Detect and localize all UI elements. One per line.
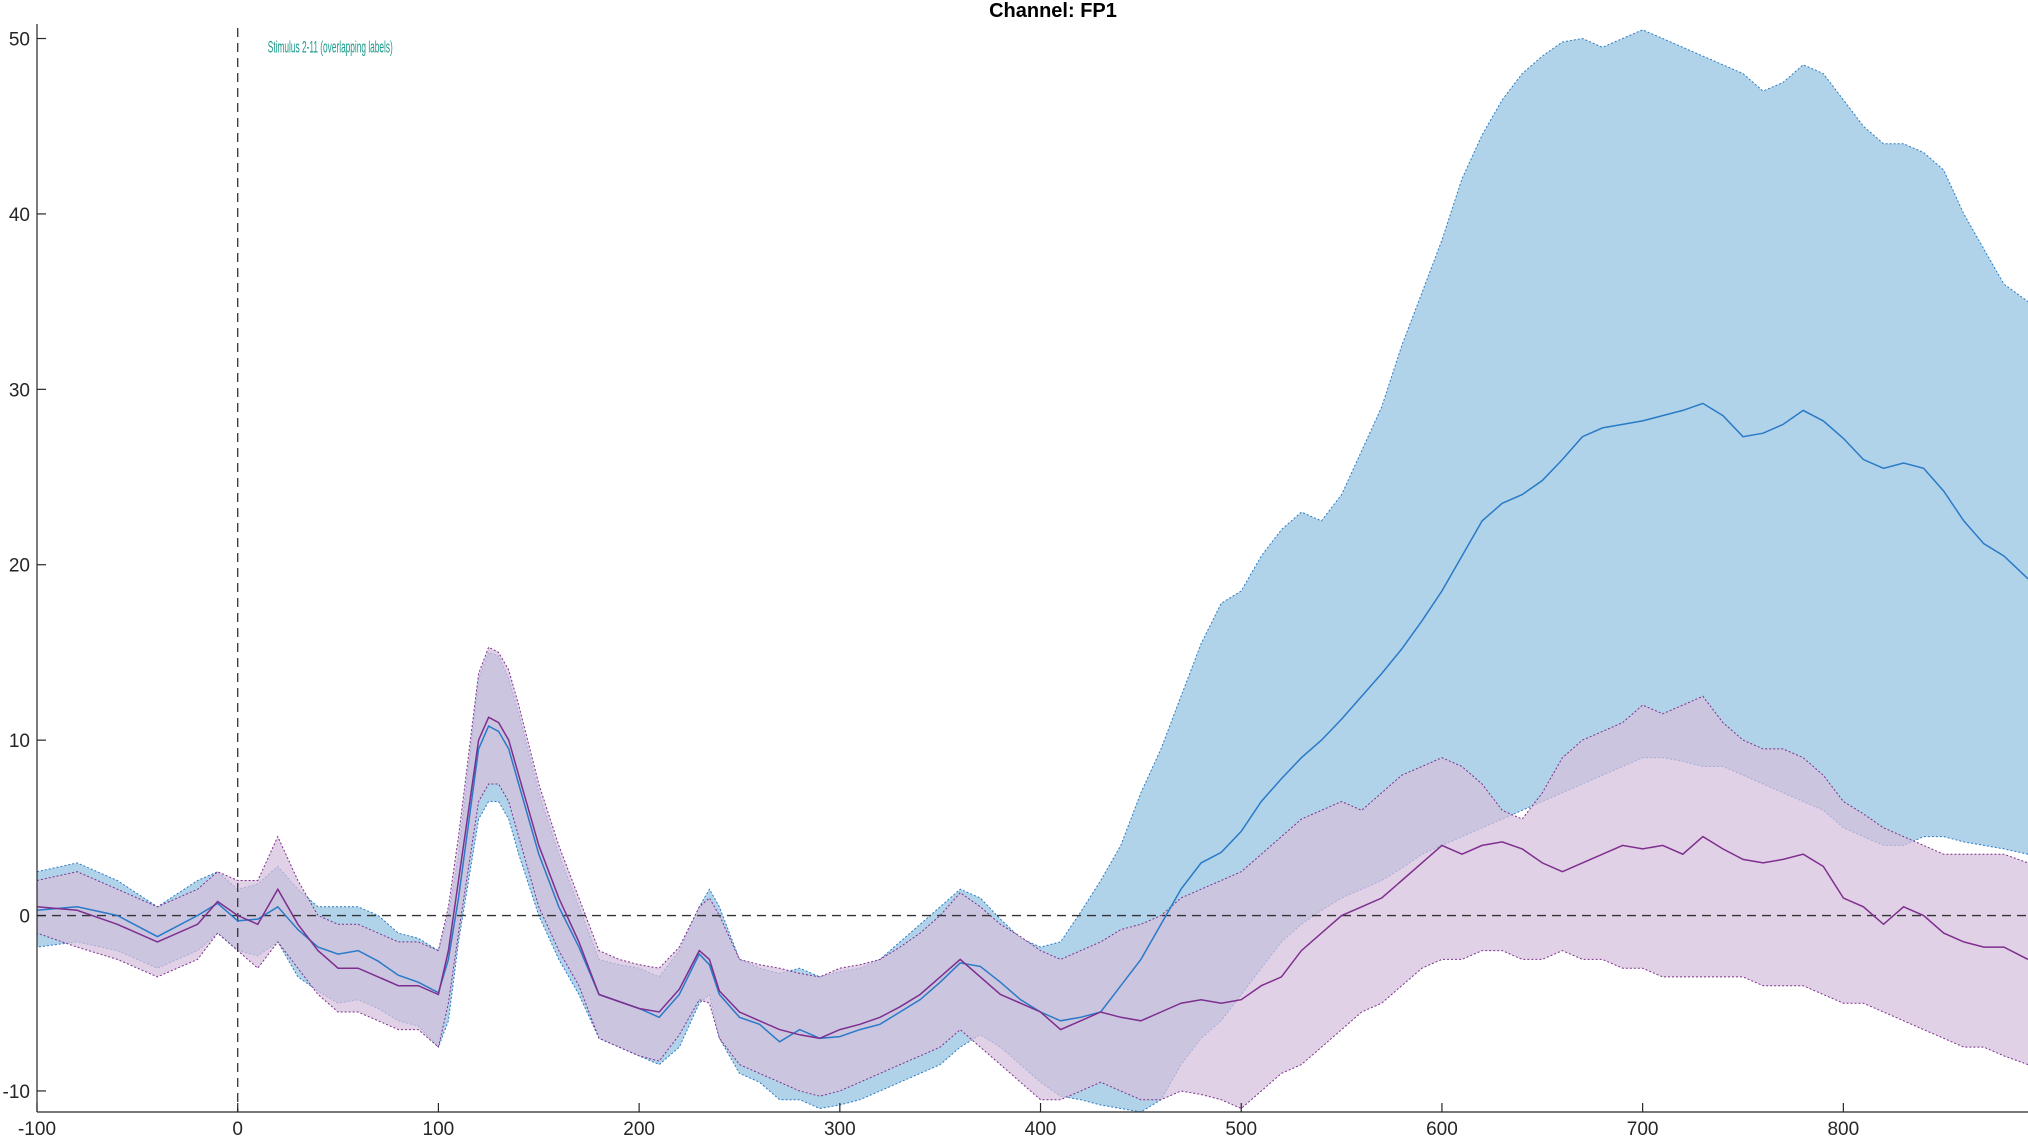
y-tick-label: 30 [9, 380, 30, 401]
stimulus-marker-label: Stimulus 2-11 (overlapping labels) [268, 38, 393, 57]
mean-lines [36, 402, 2028, 1043]
x-tick-label: 600 [1426, 1119, 1458, 1140]
y-tick-label: 40 [9, 205, 30, 226]
y-tick-label: 10 [9, 731, 30, 752]
x-tick-label: 400 [1025, 1119, 1057, 1140]
axes [36, 24, 2028, 1113]
x-tick-label: 500 [1225, 1119, 1257, 1140]
x-tick-label: 0 [232, 1119, 243, 1140]
reference-lines [37, 28, 2028, 1112]
x-tick-label: 700 [1627, 1119, 1659, 1140]
series-2-upper-bound [36, 646, 2028, 978]
series-2-mean-line [36, 716, 2028, 1040]
y-tick-label: -10 [3, 1082, 30, 1103]
x-tick-label: 800 [1827, 1119, 1859, 1140]
x-tick-label: 300 [824, 1119, 856, 1140]
y-tick-label: 0 [19, 907, 30, 928]
series-1-mean-line [36, 402, 2028, 1043]
x-tick-label: 100 [423, 1119, 455, 1140]
event-markers: Stimulus 2-11 (overlapping labels) [268, 38, 393, 57]
chart-title: Channel: FP1 [989, 0, 1117, 22]
x-tick-label: 200 [623, 1119, 655, 1140]
series-2-lower-bound [36, 783, 2028, 1110]
confidence-bands [36, 29, 2028, 1113]
y-tick-label: 50 [9, 30, 30, 51]
series-2-band [37, 647, 2028, 1109]
y-axis-ticks: -10 0 10 20 30 40 50 [3, 30, 46, 1103]
y-tick-label: 20 [9, 556, 30, 577]
x-tick-label: -100 [18, 1119, 56, 1140]
x-axis-ticks: -100 0 100 200 300 400 500 600 700 800 [18, 1103, 1859, 1140]
